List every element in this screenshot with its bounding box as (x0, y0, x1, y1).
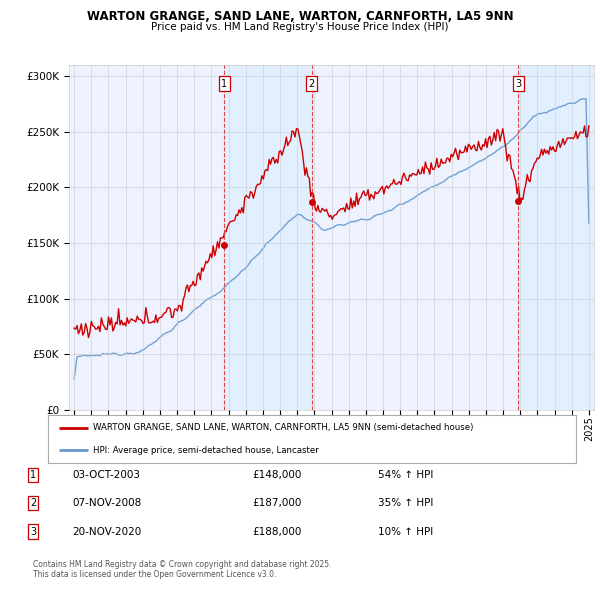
Text: 03-OCT-2003: 03-OCT-2003 (72, 470, 140, 480)
Text: 3: 3 (515, 79, 521, 89)
Text: £187,000: £187,000 (252, 499, 301, 508)
Text: Contains HM Land Registry data © Crown copyright and database right 2025.
This d: Contains HM Land Registry data © Crown c… (33, 560, 331, 579)
Text: HPI: Average price, semi-detached house, Lancaster: HPI: Average price, semi-detached house,… (93, 445, 319, 454)
Text: 2: 2 (308, 79, 315, 89)
Text: WARTON GRANGE, SAND LANE, WARTON, CARNFORTH, LA5 9NN: WARTON GRANGE, SAND LANE, WARTON, CARNFO… (86, 10, 514, 23)
Text: 3: 3 (30, 527, 36, 536)
Text: 10% ↑ HPI: 10% ↑ HPI (378, 527, 433, 536)
Text: £148,000: £148,000 (252, 470, 301, 480)
Text: 2: 2 (30, 499, 36, 508)
Text: 1: 1 (221, 79, 227, 89)
Text: 20-NOV-2020: 20-NOV-2020 (72, 527, 141, 536)
Text: £188,000: £188,000 (252, 527, 301, 536)
Text: 54% ↑ HPI: 54% ↑ HPI (378, 470, 433, 480)
Text: 07-NOV-2008: 07-NOV-2008 (72, 499, 141, 508)
Text: WARTON GRANGE, SAND LANE, WARTON, CARNFORTH, LA5 9NN (semi-detached house): WARTON GRANGE, SAND LANE, WARTON, CARNFO… (93, 424, 473, 432)
Text: Price paid vs. HM Land Registry's House Price Index (HPI): Price paid vs. HM Land Registry's House … (151, 22, 449, 32)
Bar (518, 65, 594, 410)
Text: 1: 1 (30, 470, 36, 480)
Bar (224, 65, 312, 410)
Text: 35% ↑ HPI: 35% ↑ HPI (378, 499, 433, 508)
